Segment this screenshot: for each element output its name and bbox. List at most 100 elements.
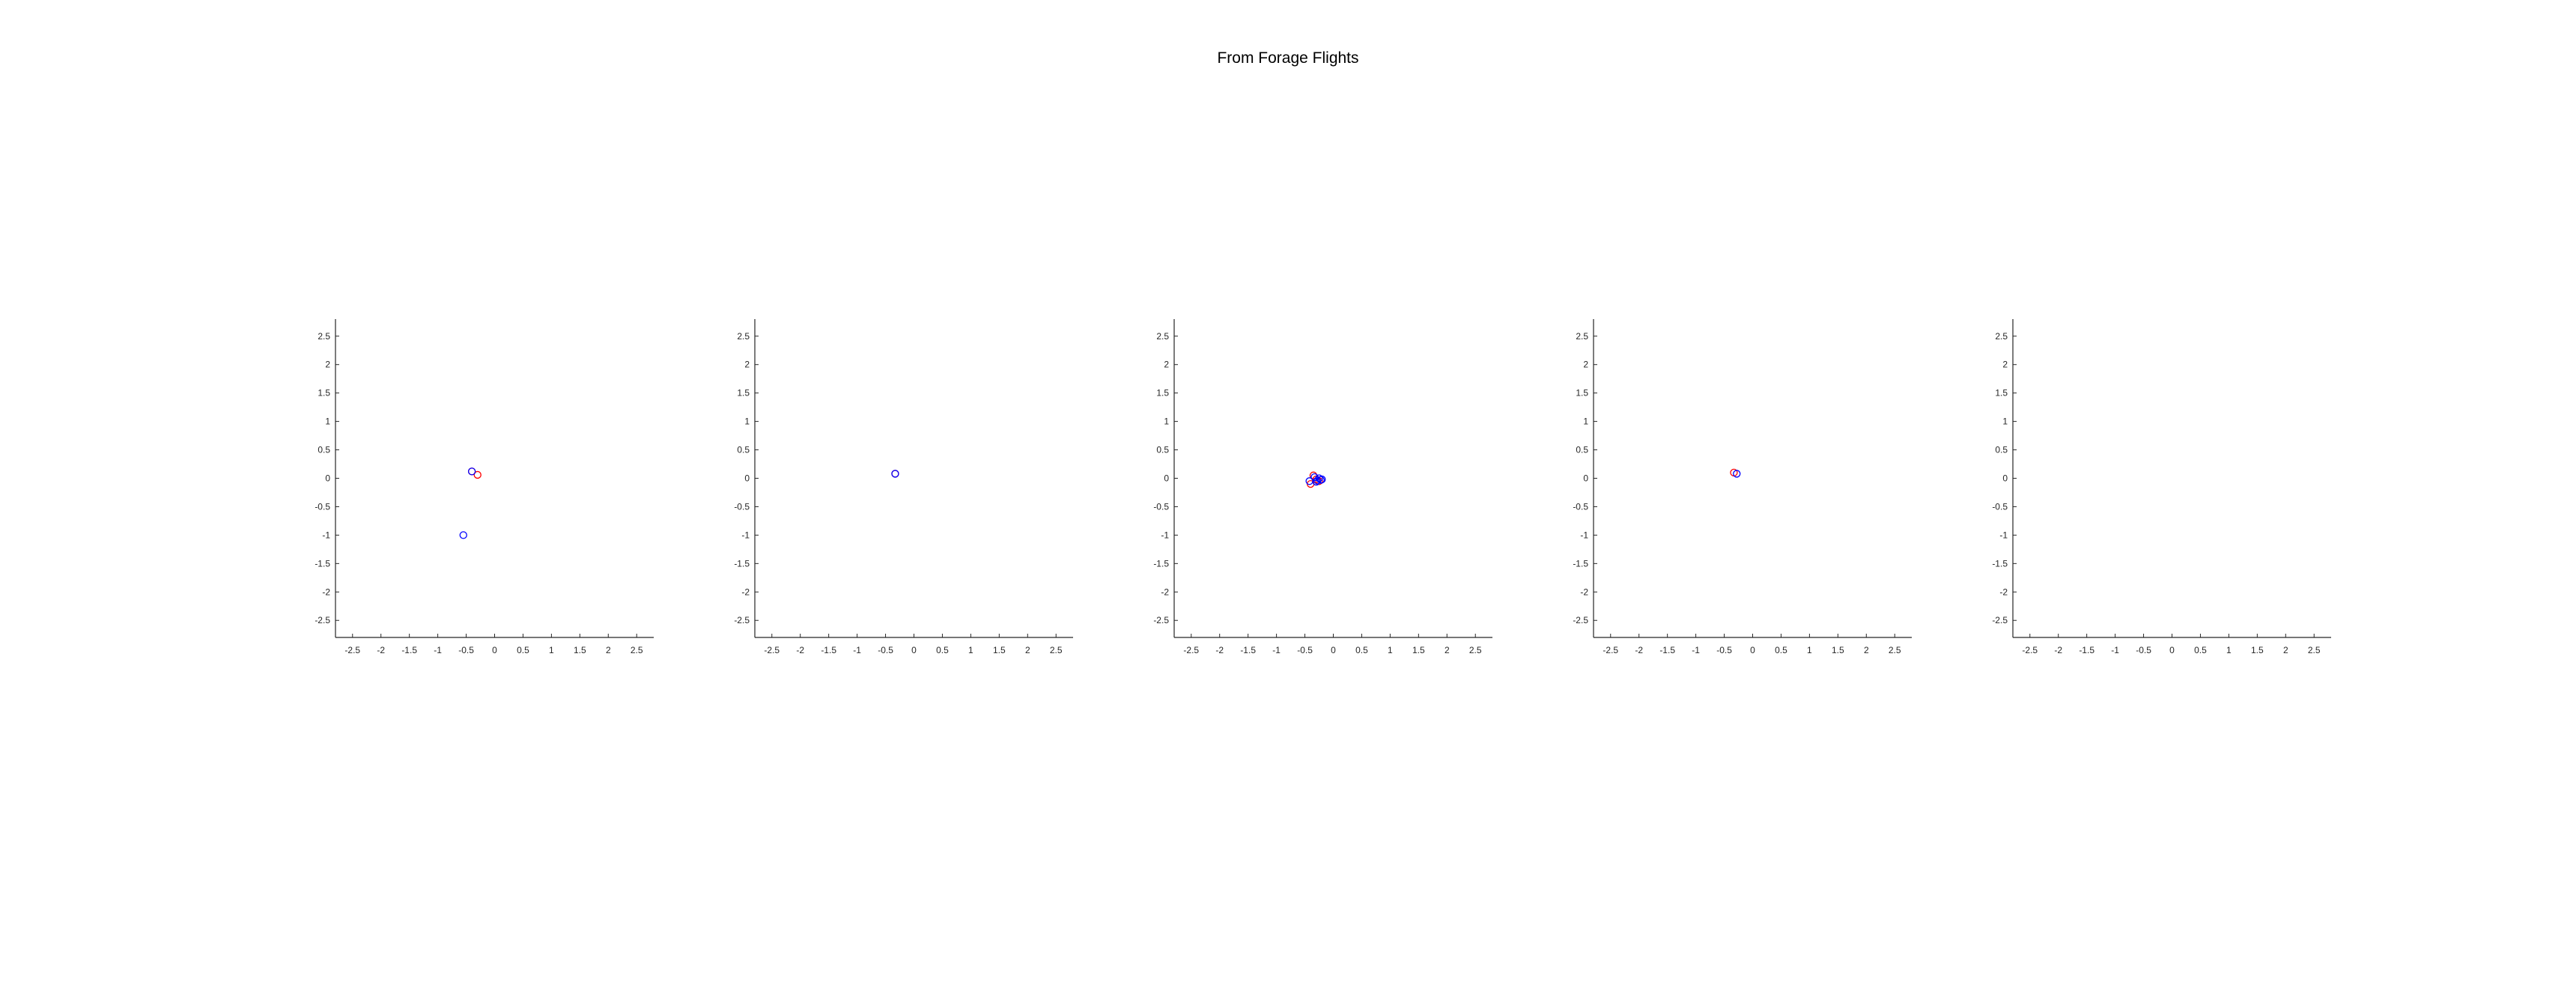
x-tick-label: 0.5: [2194, 645, 2207, 655]
x-tick-label: -2.5: [2022, 645, 2038, 655]
y-tick-label: 0: [1583, 473, 1588, 484]
x-tick-label: -1.5: [821, 645, 836, 655]
y-tick-label: 2.5: [1576, 331, 1588, 342]
x-tick-label: 2: [606, 645, 611, 655]
x-tick-label: -0.5: [458, 645, 474, 655]
x-tick-label: 0: [2169, 645, 2175, 655]
y-tick-label: -1: [741, 530, 750, 540]
scatter-panel-3: -2.5 -2 -1.5 -1 -0.5 0 0.5 1 1.5 2 2.5 2.5 2 1.5 1 0.5 0…: [1153, 319, 1492, 655]
red-point: [473, 470, 482, 479]
x-tick-label: -1.5: [401, 645, 417, 655]
y-tick-label: 1.5: [318, 388, 330, 398]
x-tick-label: 0: [492, 645, 497, 655]
x-tick-label: -1.5: [1659, 645, 1675, 655]
x-tick-label: 0.5: [936, 645, 949, 655]
x-tick-label: -0.5: [2136, 645, 2151, 655]
x-tick-label: 1.5: [1412, 645, 1425, 655]
y-tick-label: 0.5: [1156, 445, 1169, 455]
x-tick-label: 1: [549, 645, 554, 655]
x-tick-label: -1.5: [2079, 645, 2094, 655]
y-tick-label: 2.5: [318, 331, 330, 342]
x-tick-label: 1: [2226, 645, 2232, 655]
x-tick-label: -0.5: [1297, 645, 1313, 655]
y-tick-label: -0.5: [1573, 501, 1588, 512]
y-tick-label: -2: [1999, 587, 2008, 597]
x-tick-label: 0.5: [517, 645, 529, 655]
y-tick-label: -1.5: [734, 558, 750, 569]
x-tick-label: 0: [1331, 645, 1336, 655]
scatter-panel-5: -2.5 -2 -1.5 -1 -0.5 0 0.5 1 1.5 2 2.5 2.5 2 1.5 1 0.5 0…: [1992, 319, 2331, 655]
scatter-panel-4: -2.5 -2 -1.5 -1 -0.5 0 0.5 1 1.5 2 2.5 2.5 2 1.5 1 0.5 0…: [1573, 319, 1912, 655]
y-tick-label: 0.5: [737, 445, 750, 455]
y-tick-label: -1: [1580, 530, 1588, 540]
y-tick-label: 2: [1164, 360, 1169, 370]
x-tick-label: 0.5: [1775, 645, 1787, 655]
x-tick-label: -0.5: [1716, 645, 1732, 655]
y-tick-label: -2: [741, 587, 750, 597]
y-tick-label: -1: [1999, 530, 2008, 540]
y-tick-label: -1.5: [315, 558, 330, 569]
y-tick-label: 0.5: [318, 445, 330, 455]
y-tick-label: 0: [744, 473, 750, 484]
y-tick-label: -1: [322, 530, 330, 540]
x-tick-label: -1: [1272, 645, 1281, 655]
x-tick-label: -1: [2111, 645, 2119, 655]
blue-point: [1733, 470, 1741, 478]
y-tick-label: -2.5: [1573, 615, 1588, 625]
x-tick-label: -2.5: [1603, 645, 1618, 655]
y-tick-label: 1.5: [737, 388, 750, 398]
y-tick-label: 1: [744, 416, 750, 427]
x-tick-label: 1.5: [1832, 645, 1844, 655]
x-tick-label: 2.5: [631, 645, 643, 655]
x-tick-label: -1.5: [1240, 645, 1256, 655]
y-tick-label: -2.5: [734, 615, 750, 625]
y-tick-label: 1.5: [1156, 388, 1169, 398]
blue-point: [891, 470, 899, 478]
x-tick-label: 2.5: [1469, 645, 1482, 655]
x-tick-label: 0.5: [1355, 645, 1368, 655]
y-tick-label: 2.5: [1995, 331, 2008, 342]
x-tick-label: -2.5: [764, 645, 780, 655]
scatter-panel-1: -2.5 -2 -1.5 -1 -0.5 0 0.5 1 1.5 2 2.5 2.5 2 1.5 1 0.5 0…: [315, 319, 654, 655]
x-tick-label: 1: [968, 645, 973, 655]
y-tick-label: 2: [2002, 360, 2008, 370]
x-tick-label: 2.5: [1889, 645, 1901, 655]
x-tick-label: -0.5: [878, 645, 893, 655]
y-tick-label: -0.5: [734, 501, 750, 512]
x-tick-label: 2: [2283, 645, 2288, 655]
y-tick-label: 1: [1164, 416, 1169, 427]
y-tick-label: 1.5: [1995, 388, 2008, 398]
y-tick-label: 1: [2002, 416, 2008, 427]
x-tick-label: -2.5: [1183, 645, 1199, 655]
y-tick-label: -0.5: [1153, 501, 1169, 512]
y-tick-label: -1.5: [1573, 558, 1588, 569]
x-tick-label: -1: [1692, 645, 1700, 655]
y-tick-label: 1.5: [1576, 388, 1588, 398]
y-tick-label: -2.5: [315, 615, 330, 625]
blue-point: [467, 467, 476, 476]
y-tick-label: -2.5: [1992, 615, 2008, 625]
y-tick-label: 0: [1164, 473, 1169, 484]
y-tick-label: -2: [1161, 587, 1169, 597]
y-tick-label: 0: [325, 473, 330, 484]
y-tick-label: 0.5: [1995, 445, 2008, 455]
x-tick-label: 1.5: [2251, 645, 2264, 655]
y-tick-label: 1: [1583, 416, 1588, 427]
x-tick-label: 2.5: [2308, 645, 2321, 655]
y-tick-label: 2: [325, 360, 330, 370]
y-tick-label: 0.5: [1576, 445, 1588, 455]
x-tick-label: 2.5: [1050, 645, 1063, 655]
x-tick-label: -1: [853, 645, 861, 655]
y-tick-label: -0.5: [1992, 501, 2008, 512]
y-tick-label: 2: [744, 360, 750, 370]
x-tick-label: 1: [1807, 645, 1812, 655]
figure-title: From Forage Flights: [1217, 49, 1359, 67]
blue-point: [1313, 476, 1322, 485]
blue-point: [1318, 475, 1326, 484]
y-tick-label: -1.5: [1153, 558, 1169, 569]
y-tick-label: 2.5: [1156, 331, 1169, 342]
x-tick-label: -2: [796, 645, 804, 655]
y-tick-label: -2.5: [1153, 615, 1169, 625]
y-tick-label: -2: [1580, 587, 1588, 597]
